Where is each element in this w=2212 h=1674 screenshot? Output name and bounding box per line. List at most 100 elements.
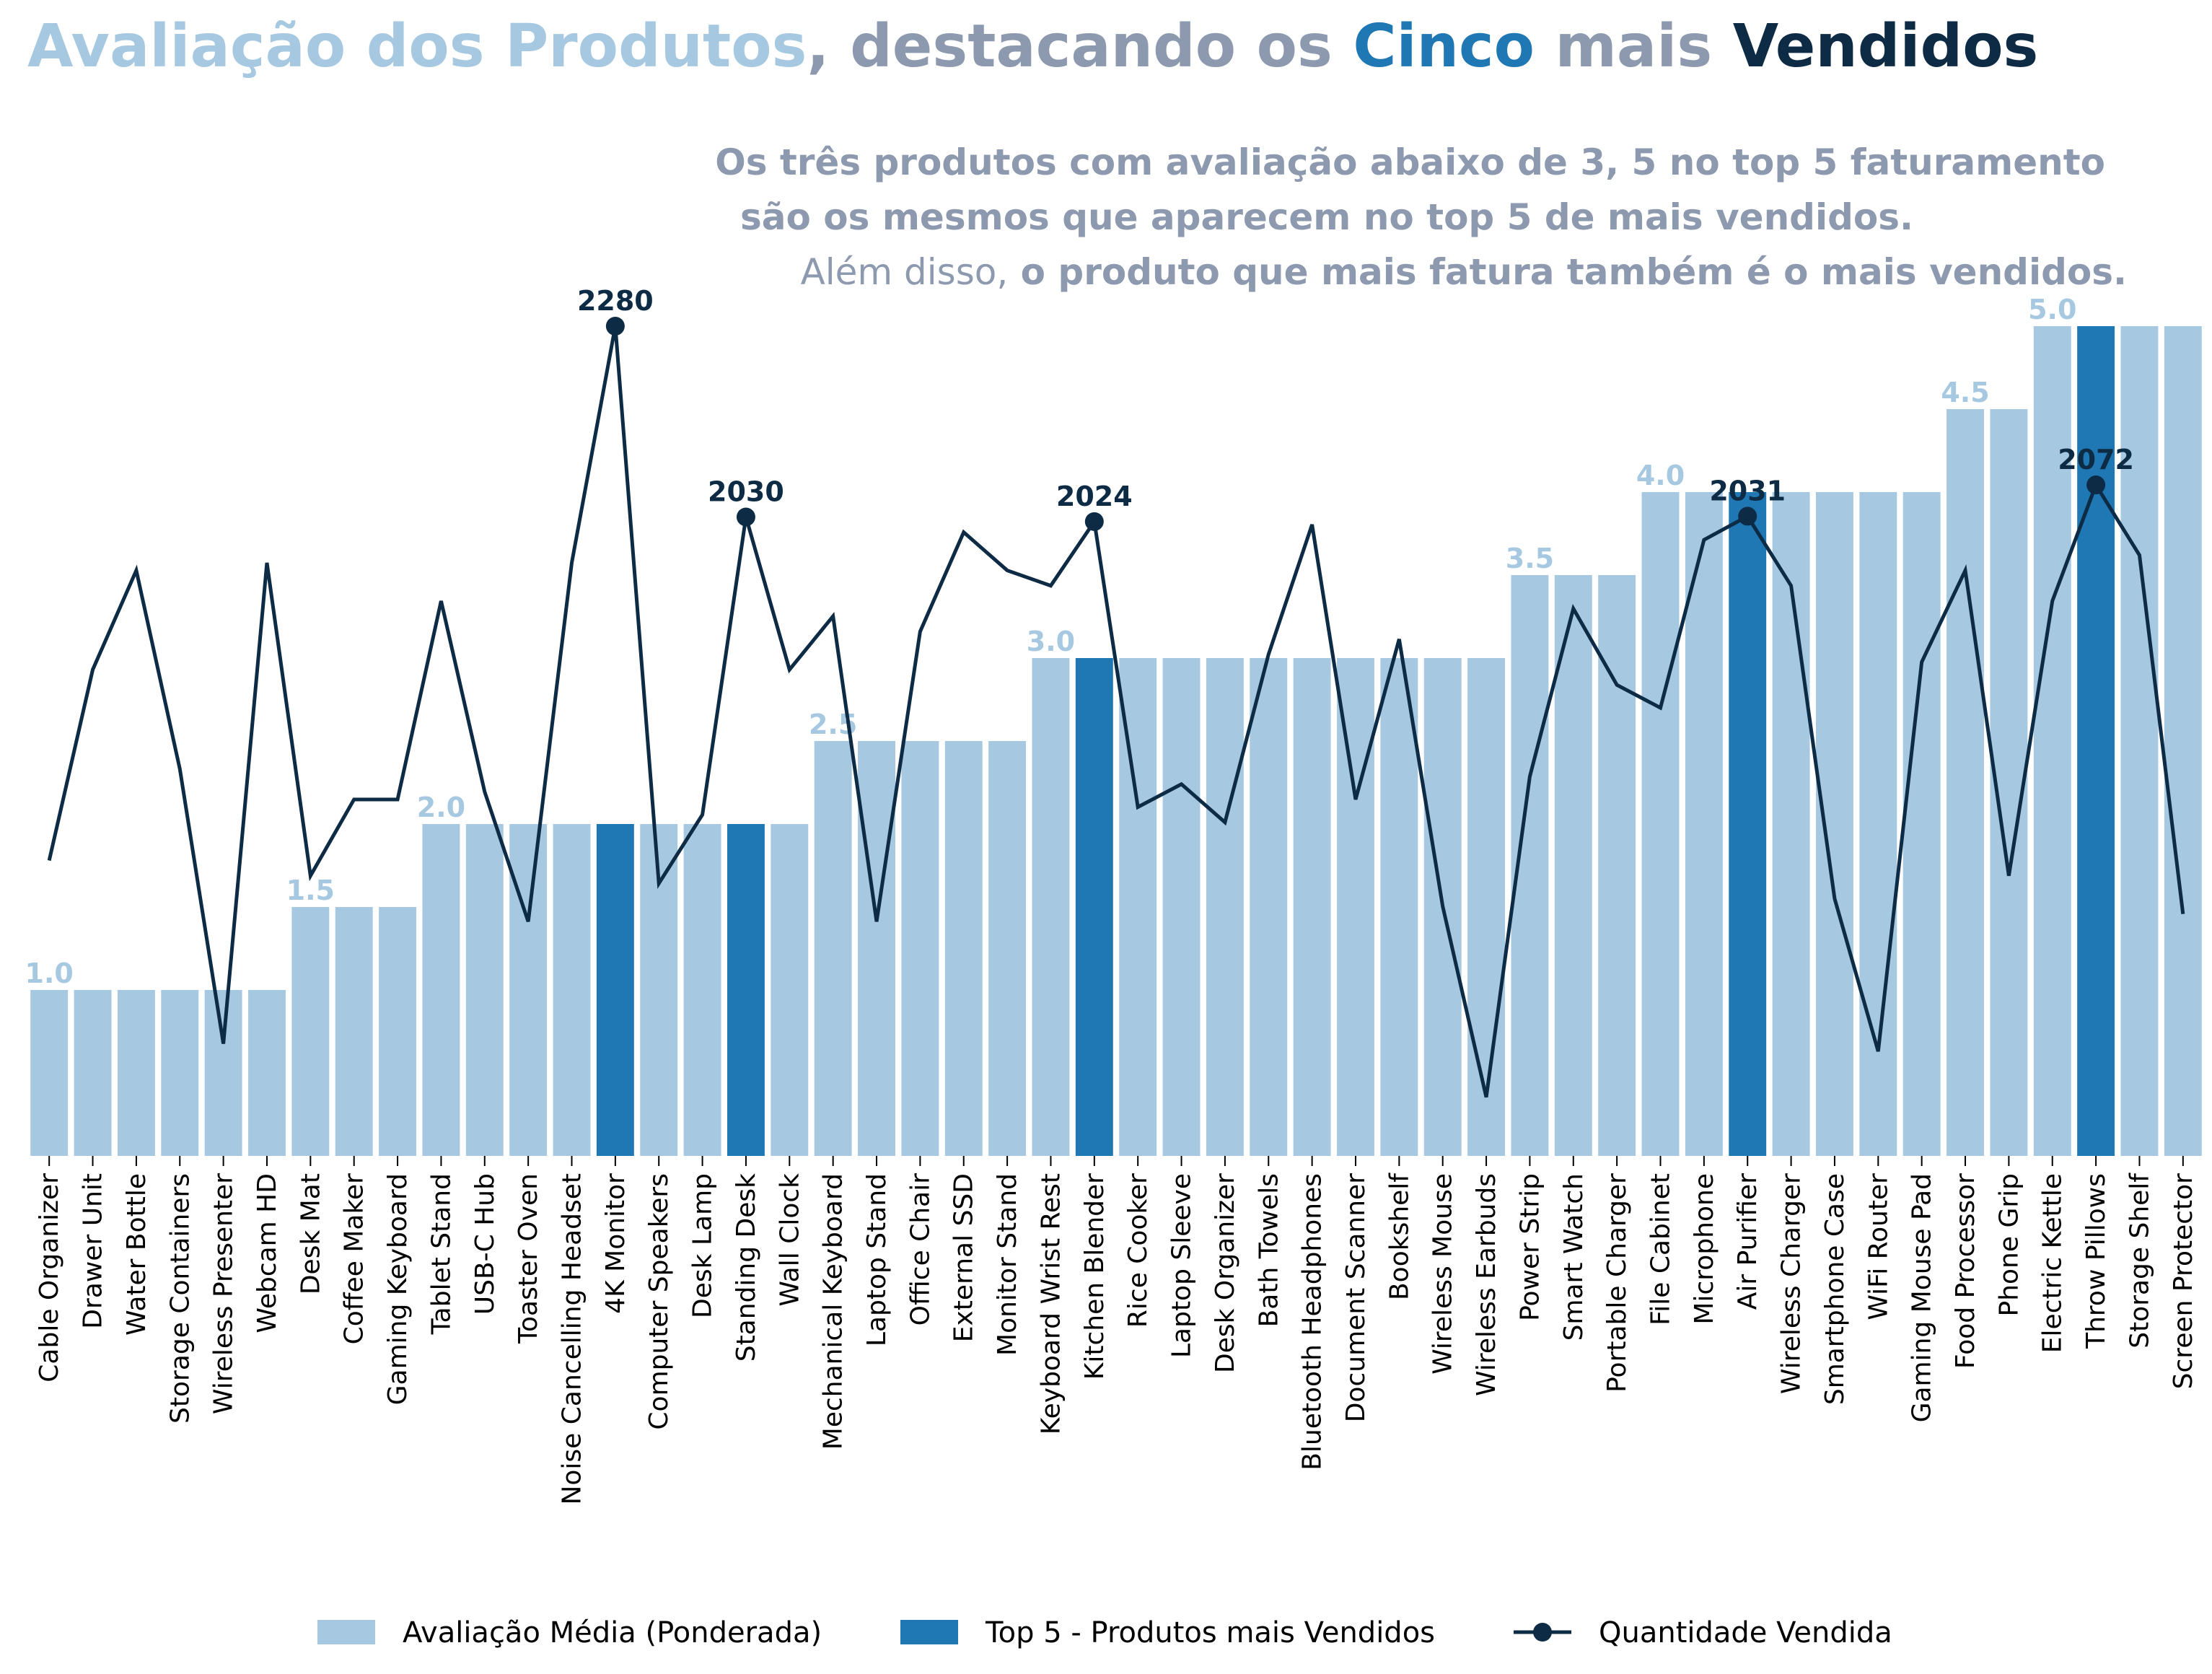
bar-laptop-sleeve <box>1162 658 1201 1156</box>
bar-level-label-power-strip: 3.5 <box>1506 543 1554 574</box>
x-tick-label-bath-towels: Bath Towels <box>1254 1173 1283 1327</box>
bar-air-purifier <box>1729 492 1767 1156</box>
x-tick-label-laptop-stand: Laptop Stand <box>862 1173 892 1346</box>
subtitle-line-3-bold: o produto que mais fatura também é o mai… <box>1008 251 2127 293</box>
bar-desk-lamp <box>683 824 721 1156</box>
x-tick-label-food-processor: Food Processor <box>1951 1173 1980 1369</box>
legend-swatch-1 <box>900 1620 958 1644</box>
quantity-marker-4k-monitor <box>605 317 625 336</box>
bar-portable-charger <box>1598 575 1636 1156</box>
quantity-marker-air-purifier <box>1738 507 1757 526</box>
bar-wall-clock <box>771 824 809 1156</box>
quantity-marker-standing-desk <box>736 507 755 527</box>
bar-storage-containers <box>161 990 199 1156</box>
quantity-line-group: 2280 2030 2024 2031 2072 <box>47 285 2185 1098</box>
title-segment-1: , destacando os <box>807 12 1353 81</box>
bar-level-label-file-cabinet: 4.0 <box>1636 460 1685 491</box>
x-tick-label-office-chair: Office Chair <box>905 1173 935 1326</box>
bar-document-scanner <box>1337 658 1374 1156</box>
bar-office-chair <box>901 741 939 1156</box>
x-tick-label-rice-cooker: Rice Cooker <box>1123 1173 1153 1328</box>
quantity-line <box>47 325 2185 1098</box>
x-tick-label-noise-cancelling-headset: Noise Cancelling Headset <box>558 1173 587 1505</box>
bar-4k-monitor <box>596 824 634 1156</box>
bar-wireless-charger <box>1772 492 1810 1156</box>
bar-webcam-hd <box>248 990 286 1156</box>
bar-bookshelf <box>1380 658 1418 1156</box>
bar-kitchen-blender <box>1075 658 1113 1156</box>
quantity-marker-kitchen-blender <box>1084 512 1104 531</box>
legend: Avaliação Média (Ponderada) Top 5 - Produ… <box>317 1616 1892 1649</box>
x-tick-label-keyboard-wrist-rest: Keyboard Wrist Rest <box>1036 1173 1066 1434</box>
x-tick-label-gaming-keyboard: Gaming Keyboard <box>383 1173 413 1405</box>
x-tick-label-tablet-stand: Tablet Stand <box>426 1173 456 1335</box>
title-segment-3: mais <box>1535 12 1733 81</box>
bar-smartphone-case <box>1815 492 1853 1156</box>
bar-tablet-stand <box>422 824 460 1156</box>
x-tick-label-desk-lamp: Desk Lamp <box>688 1173 718 1318</box>
x-tick-label-webcam-hd: Webcam HD <box>253 1173 282 1333</box>
x-tick-label-water-bottle: Water Bottle <box>122 1173 152 1336</box>
x-tick-label-desk-organizer: Desk Organizer <box>1211 1173 1240 1373</box>
quantity-marker-throw-pillows <box>2086 476 2106 495</box>
bar-level-labels-group: 1.01.52.02.53.03.54.04.55.0 <box>25 294 2077 989</box>
bar-level-label-keyboard-wrist-rest: 3.0 <box>1027 626 1075 657</box>
quantity-label-standing-desk: 2030 <box>708 476 784 507</box>
x-tick-label-portable-charger: Portable Charger <box>1602 1173 1632 1393</box>
subtitle-line-3-normal: Além disso, <box>801 251 1009 293</box>
bar-electric-kettle <box>2033 326 2071 1156</box>
x-tick-label-bluetooth-headphones: Bluetooth Headphones <box>1298 1173 1327 1471</box>
title-segment-0: Avaliação dos Produtos <box>27 12 807 81</box>
x-tick-label-electric-kettle: Electric Kettle <box>2038 1173 2068 1353</box>
bar-noise-cancelling-headset <box>553 824 591 1156</box>
bar-screen-protector <box>2164 326 2202 1156</box>
bar-level-label-food-processor: 4.5 <box>1941 377 1989 408</box>
x-tick-label-wall-clock: Wall Clock <box>775 1173 804 1307</box>
bar-mechanical-keyboard <box>814 741 852 1156</box>
x-tick-label-phone-grip: Phone Grip <box>1994 1173 2024 1317</box>
bar-wireless-presenter <box>204 990 242 1156</box>
bar-gaming-mouse-pad <box>1902 492 1941 1156</box>
bar-file-cabinet <box>1641 492 1680 1156</box>
bar-gaming-keyboard <box>379 907 417 1156</box>
x-axis: Cable Organizer Drawer Unit Water Bottle St… <box>35 1156 2198 1505</box>
bar-desk-organizer <box>1206 658 1244 1156</box>
x-tick-label-smart-watch: Smart Watch <box>1559 1173 1589 1341</box>
x-tick-label-throw-pillows: Throw Pillows <box>2081 1173 2111 1349</box>
quantity-label-air-purifier: 2031 <box>1709 475 1786 507</box>
x-tick-label-air-purifier: Air Purifier <box>1733 1173 1763 1310</box>
x-tick-label-wireless-mouse: Wireless Mouse <box>1428 1173 1458 1375</box>
chart-title: Avaliação dos Produtos, destacando os Ci… <box>27 12 2038 81</box>
x-tick-label-coffee-maker: Coffee Maker <box>340 1173 369 1345</box>
x-tick-label-wireless-earbuds: Wireless Earbuds <box>1472 1173 1501 1396</box>
x-tick-label-laptop-sleeve: Laptop Sleeve <box>1167 1173 1197 1358</box>
bar-level-label-electric-kettle: 5.0 <box>2028 294 2076 325</box>
bar-external-ssd <box>944 741 983 1156</box>
x-tick-label-wireless-charger: Wireless Charger <box>1777 1173 1807 1394</box>
title-segment-2: Cinco <box>1353 12 1535 81</box>
subtitle-line-1: Os três produtos com avaliação abaixo de… <box>715 141 2105 183</box>
subtitle-line-2: são os mesmos que aparecem no top 5 de m… <box>740 196 1913 238</box>
bar-smart-watch <box>1554 575 1592 1156</box>
bar-bath-towels <box>1250 658 1288 1156</box>
bar-laptop-stand <box>858 741 895 1156</box>
x-tick-label-standing-desk: Standing Desk <box>732 1173 761 1362</box>
bar-rice-cooker <box>1119 658 1157 1156</box>
quantity-label-kitchen-blender: 2024 <box>1056 481 1133 512</box>
x-tick-label-file-cabinet: File Cabinet <box>1646 1173 1676 1325</box>
bar-microphone <box>1685 492 1723 1156</box>
x-tick-label-computer-speakers: Computer Speakers <box>644 1173 674 1430</box>
x-tick-label-mechanical-keyboard: Mechanical Keyboard <box>819 1173 848 1450</box>
x-tick-label-wifi-router: WiFi Router <box>1864 1173 1893 1320</box>
bar-cable-organizer <box>30 990 69 1156</box>
bar-storage-shelf <box>2120 326 2159 1156</box>
x-tick-label-document-scanner: Document Scanner <box>1341 1173 1371 1422</box>
x-tick-label-screen-protector: Screen Protector <box>2169 1173 2198 1390</box>
x-tick-label-toaster-oven: Toaster Oven <box>514 1173 543 1344</box>
bar-wireless-earbuds <box>1467 658 1506 1156</box>
legend-label-1: Top 5 - Produtos mais Vendidos <box>985 1616 1435 1649</box>
x-tick-label-desk-mat: Desk Mat <box>296 1173 325 1294</box>
bar-level-label-tablet-stand: 2.0 <box>417 792 465 823</box>
legend-label-2: Quantidade Vendida <box>1599 1616 1892 1649</box>
